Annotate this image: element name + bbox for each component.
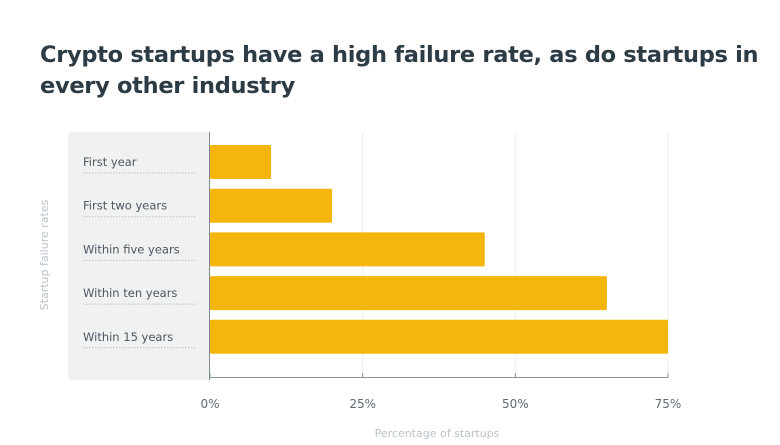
x-tick-label: 0%: [200, 397, 219, 411]
category-label: Within ten years: [83, 286, 177, 300]
x-tick-label: 25%: [349, 397, 376, 411]
bar: [210, 276, 607, 311]
chart-title: Crypto startups have a high failure rate…: [40, 42, 759, 99]
bar: [210, 319, 668, 354]
y-axis-label: Startup failure rates: [38, 199, 51, 310]
category-label: First two years: [83, 199, 167, 213]
bar: [210, 188, 333, 223]
category-panel: [68, 132, 210, 380]
category-label: Within five years: [83, 242, 180, 256]
category-label: Within 15 years: [83, 330, 173, 344]
bar: [210, 232, 485, 267]
x-tick-label: 75%: [655, 397, 682, 411]
category-label: First year: [83, 155, 137, 169]
x-axis-label: Percentage of startups: [375, 427, 500, 440]
x-tick-label: 50%: [502, 397, 529, 411]
bar: [210, 145, 272, 179]
